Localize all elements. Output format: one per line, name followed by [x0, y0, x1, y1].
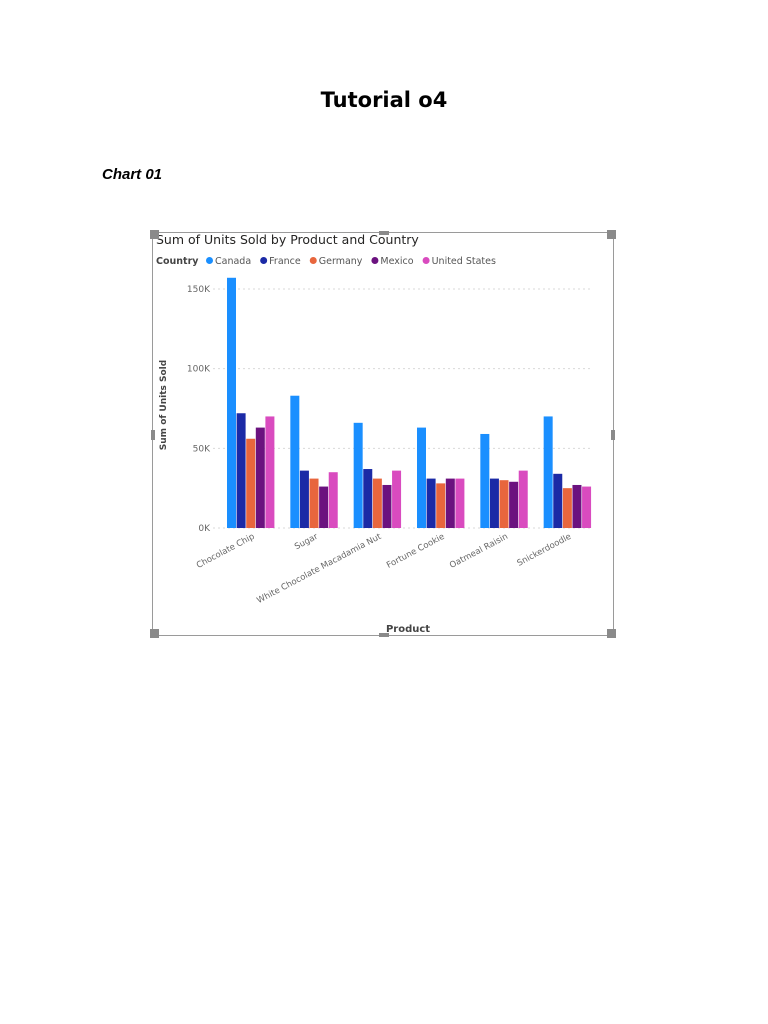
x-tick-label: Oatmeal Raisin [448, 532, 510, 571]
legend-label: Germany [319, 256, 363, 267]
legend-label: France [269, 256, 301, 267]
bar-united-states[interactable] [265, 416, 275, 528]
legend-item[interactable]: Mexico [371, 256, 414, 267]
legend-label: Mexico [380, 256, 413, 267]
legend-marker [371, 257, 379, 264]
legend-item[interactable]: Canada [206, 256, 251, 267]
resize-handle-top-left[interactable] [150, 230, 159, 239]
resize-handle-bottom-left[interactable] [150, 629, 159, 638]
legend-item[interactable]: Germany [309, 256, 363, 267]
resize-handle-bottom[interactable] [379, 633, 389, 637]
legend-label: United States [432, 256, 496, 267]
resize-handle-top[interactable] [379, 231, 389, 235]
bar-canada[interactable] [227, 277, 236, 528]
legend-marker [309, 257, 317, 264]
bar-united-states[interactable] [328, 472, 338, 528]
bar-france[interactable] [363, 469, 373, 528]
bar-france[interactable] [489, 478, 499, 528]
x-tick-label: Snickerdoodle [516, 532, 573, 569]
x-tick-label: Fortune Cookie [385, 532, 446, 571]
bar-canada[interactable] [290, 395, 300, 528]
x-tick-label: White Chocolate Macadamia Nut [255, 532, 383, 607]
y-tick-label: 0K [198, 524, 211, 534]
x-axis-label: Product [386, 624, 430, 635]
y-tick-label: 150K [187, 285, 211, 295]
bar-mexico[interactable] [445, 478, 455, 528]
bar-mexico[interactable] [509, 481, 519, 528]
x-tick-label: Sugar [293, 532, 320, 553]
bar-canada[interactable] [353, 422, 363, 528]
bar-germany[interactable] [246, 438, 256, 528]
legend-label: Canada [215, 256, 251, 267]
resize-handle-left[interactable] [151, 430, 155, 440]
resize-handle-bottom-right[interactable] [607, 629, 616, 638]
x-tick-label: Chocolate Chip [195, 532, 256, 571]
bar-mexico[interactable] [255, 427, 265, 528]
gridlines [213, 288, 593, 529]
legend-marker [422, 257, 430, 264]
legend-item[interactable]: United States [422, 256, 496, 267]
bar-mexico[interactable] [319, 486, 329, 528]
bar-germany[interactable] [309, 478, 319, 528]
bar-germany[interactable] [372, 478, 382, 528]
legend: Canada France Germany Mexico United States [206, 256, 496, 267]
y-axis-ticks: 0K 50K 100K 150K [187, 285, 211, 534]
bar-mexico[interactable] [382, 484, 392, 528]
bar-canada[interactable] [417, 427, 426, 528]
bar-canada[interactable] [480, 433, 490, 528]
bar-germany[interactable] [499, 480, 509, 528]
y-axis-label: Sum of Units Sold [159, 360, 169, 450]
legend-title: Country [156, 256, 199, 267]
bar-canada[interactable] [543, 416, 553, 528]
bar-france[interactable] [553, 473, 563, 528]
y-tick-label: 100K [187, 365, 211, 375]
legend-marker [260, 257, 268, 264]
bar-united-states[interactable] [518, 470, 528, 528]
bar-united-states[interactable] [455, 478, 465, 528]
document-title: Tutorial o4 [320, 88, 448, 112]
section-heading: Chart 01 [102, 166, 163, 183]
chart-title: Sum of Units Sold by Product and Country [156, 233, 419, 247]
resize-handle-top-right[interactable] [607, 230, 616, 239]
legend-item[interactable]: France [260, 256, 301, 267]
chart-svg: Sum of Units Sold by Product and Country… [156, 233, 593, 635]
bar-germany[interactable] [436, 483, 446, 528]
bar-france[interactable] [426, 478, 436, 528]
bar-mexico[interactable] [572, 484, 582, 528]
bar-united-states[interactable] [582, 486, 592, 528]
y-tick-label: 50K [193, 444, 211, 454]
bar-united-states[interactable] [392, 470, 402, 528]
bar-france[interactable] [299, 470, 309, 528]
bar-germany[interactable] [562, 488, 572, 528]
legend-marker [206, 257, 213, 264]
bars [227, 277, 592, 528]
resize-handle-right[interactable] [611, 430, 615, 440]
bar-france[interactable] [236, 413, 246, 528]
chart-visual[interactable]: Sum of Units Sold by Product and Country… [150, 230, 616, 638]
